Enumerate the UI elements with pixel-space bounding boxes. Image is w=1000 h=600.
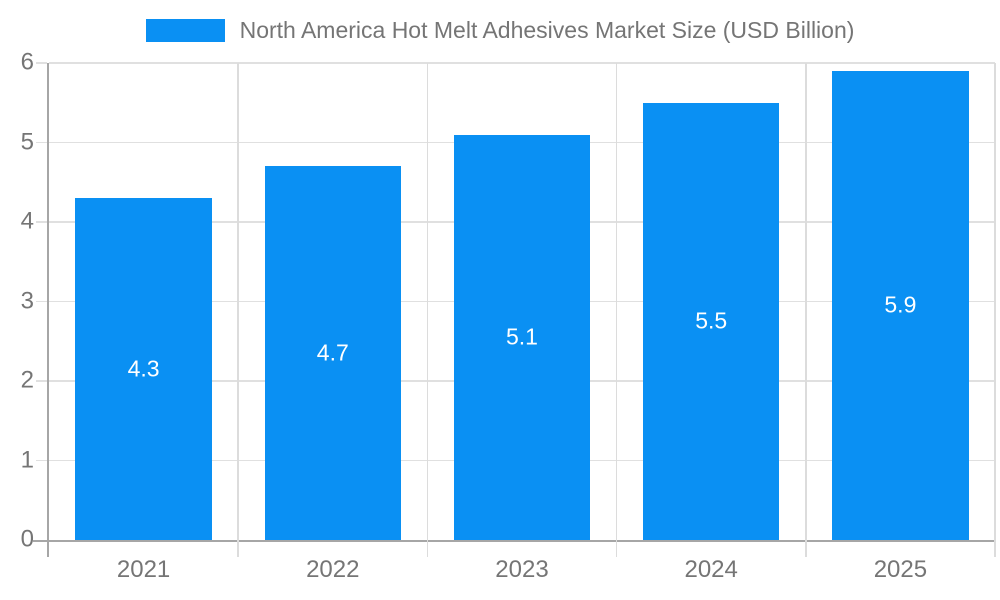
y-axis-label: 0: [20, 525, 34, 553]
y-axis-label: 2: [20, 366, 34, 394]
y-axis-label: 6: [20, 48, 34, 76]
x-axis-label: 2024: [684, 556, 738, 583]
y-axis: 0 1 2 3 4 5 6: [0, 48, 34, 552]
x-axis-tick: [805, 540, 807, 557]
x-axis-label: 2025: [873, 556, 928, 583]
chart-legend: North America Hot Melt Adhesives Market …: [0, 17, 1000, 44]
gridline-vertical: [994, 63, 996, 540]
y-axis-tick: [36, 221, 47, 223]
x-axis-label: 2023: [495, 556, 549, 583]
x-axis-tick: [237, 540, 239, 557]
y-axis-tick: [36, 380, 47, 382]
bar-value-label: 4.3: [127, 355, 160, 382]
bar-2024: 5.5: [643, 102, 780, 540]
x-axis-tick: [994, 540, 996, 557]
gridline-vertical: [237, 63, 239, 540]
y-axis-line: [47, 63, 49, 557]
gridline-horizontal: [49, 62, 995, 64]
chart-title: North America Hot Melt Adhesives Market …: [239, 17, 855, 43]
y-axis-label: 4: [20, 207, 34, 235]
gridline-vertical: [805, 63, 807, 540]
bar-2023: 5.1: [453, 134, 591, 540]
x-axis-tick: [426, 540, 429, 557]
y-axis-tick: [36, 300, 47, 303]
y-axis-tick: [36, 141, 47, 144]
bar-2022: 4.7: [264, 166, 401, 540]
x-axis-line: [33, 540, 995, 542]
x-axis: 2021 2022 2023 2024 2025: [49, 556, 995, 590]
plot-area: 4.3 4.7 5.1 5.5 5.9: [33, 62, 996, 557]
bar-value-label: 5.1: [505, 323, 538, 350]
bar-value-label: 4.7: [316, 339, 349, 366]
y-axis-label: 3: [20, 286, 34, 314]
y-axis-tick: [36, 459, 47, 462]
bar-value-label: 5.9: [884, 291, 917, 318]
gridline-vertical: [426, 63, 429, 540]
y-axis-tick: [36, 62, 47, 64]
x-axis-tick: [615, 540, 618, 557]
bar-2021: 4.3: [75, 198, 212, 540]
y-axis-label: 1: [20, 445, 34, 473]
y-axis-label: 5: [20, 127, 34, 155]
gridline-vertical: [615, 63, 618, 540]
legend-swatch: [145, 19, 225, 42]
x-axis-label: 2021: [116, 556, 171, 583]
bar-2025: 5.9: [832, 70, 969, 540]
bar-value-label: 5.5: [695, 307, 728, 334]
x-axis-label: 2022: [306, 556, 360, 583]
